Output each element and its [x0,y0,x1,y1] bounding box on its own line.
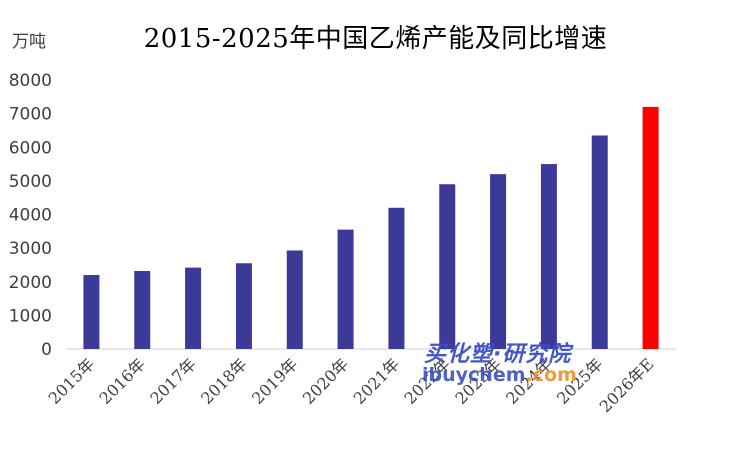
x-tick-label: 2016年 [96,354,150,408]
y-tick-label: 7000 [9,105,52,125]
bar [490,174,507,349]
y-tick-label: 4000 [9,206,52,226]
bar [540,164,557,349]
watermark-site-name: ibuychem [422,364,526,386]
y-tick-label: 0 [41,340,52,360]
y-axis-unit-label: 万吨 [12,32,46,52]
y-tick-label: 6000 [9,138,52,158]
bar [388,207,405,349]
watermark-site: ibuychem.com [422,364,577,386]
x-tick-label: 2026年E [596,354,658,416]
bar [235,263,252,349]
chart-title: 2015-2025年中国乙烯产能及同比增速 [143,24,608,54]
watermark-site-tld: .com [525,364,577,386]
bar-forecast [642,106,659,350]
bar [439,184,456,349]
bar [134,270,151,349]
bar [286,250,303,349]
y-tick-label: 3000 [9,239,52,259]
y-tick-label: 5000 [9,172,52,192]
y-tick-label: 2000 [9,273,52,293]
bar [83,275,100,349]
bar [591,135,608,349]
x-tick-label: 2021年 [350,354,404,408]
x-tick-label: 2015年 [45,354,99,408]
y-tick-label: 1000 [9,306,52,326]
bar [185,267,202,349]
bar [337,229,354,349]
watermark-brand: 买化塑·研究院 [424,342,572,367]
x-tick-label: 2020年 [299,354,353,408]
y-tick-label: 8000 [9,71,52,91]
x-tick-label: 2019年 [248,354,302,408]
x-tick-label: 2017年 [146,354,200,408]
x-tick-label: 2018年 [197,354,251,408]
